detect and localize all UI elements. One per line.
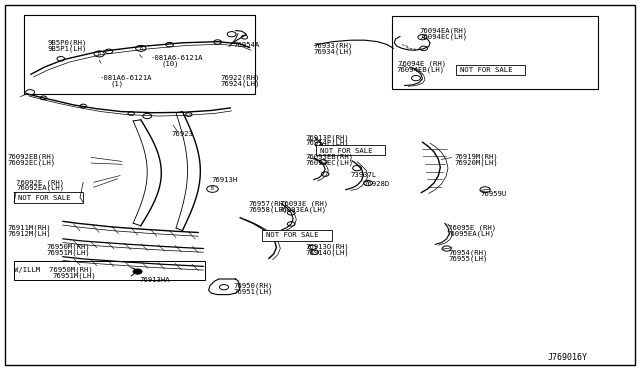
Text: 76959U: 76959U [480,191,506,197]
Bar [316,145,385,155]
Text: 9B5P0(RH): 9B5P0(RH) [48,39,88,46]
Text: 76912M(LH): 76912M(LH) [8,230,51,237]
Text: B: B [98,51,100,57]
Text: 76955(LH): 76955(LH) [448,256,488,262]
Text: 76094EC(LH): 76094EC(LH) [419,33,467,40]
Text: 76924(LH): 76924(LH) [221,80,260,87]
Text: 76093E (RH): 76093E (RH) [280,200,328,207]
Bar [14,261,205,280]
Text: 76092EB(RH): 76092EB(RH) [8,154,56,160]
Text: 76914P(LH): 76914P(LH) [306,140,349,147]
Bar [392,16,598,89]
Text: 76958(LH): 76958(LH) [248,206,288,213]
Text: B: B [211,186,214,192]
Text: 76928D: 76928D [364,181,390,187]
Text: 76923: 76923 [172,131,193,137]
Bar [456,65,525,75]
Text: 76950(RH): 76950(RH) [234,282,273,289]
Text: 76092E (RH): 76092E (RH) [16,179,64,186]
Text: 76093EB(RH): 76093EB(RH) [306,154,354,160]
Text: 76092EC(LH): 76092EC(LH) [8,160,56,166]
Text: 76911M(RH): 76911M(RH) [8,224,51,231]
Text: NOT FOR SALE: NOT FOR SALE [460,67,512,73]
Text: NOT FOR SALE: NOT FOR SALE [266,232,318,238]
Text: 76933(RH): 76933(RH) [314,42,353,49]
Text: J769016Y: J769016Y [547,353,588,362]
Text: 76914O(LH): 76914O(LH) [306,249,349,256]
Text: W/ILLM  76950M(RH): W/ILLM 76950M(RH) [14,267,93,273]
Text: 76093EC(LH): 76093EC(LH) [306,160,354,166]
Text: ·081A6-6121A: ·081A6-6121A [99,75,152,81]
Text: NOT FOR SALE: NOT FOR SALE [320,148,372,154]
Text: 76950M(RH): 76950M(RH) [46,243,90,250]
Circle shape [133,269,142,274]
Text: 76093EA(LH): 76093EA(LH) [278,206,326,213]
Text: NOT FOR SALE: NOT FOR SALE [18,195,70,201]
Text: 76954(RH): 76954(RH) [448,250,488,256]
Text: (10): (10) [162,61,179,67]
Text: 76954A: 76954A [234,42,260,48]
Text: 73937L: 73937L [351,172,377,178]
Text: 76913HA: 76913HA [140,277,170,283]
Text: 76095E (RH): 76095E (RH) [448,224,496,231]
Text: 76913H: 76913H [211,177,237,183]
Text: 9B5P1(LH): 9B5P1(LH) [48,46,88,52]
Text: B: B [140,46,142,51]
Bar [24,15,255,94]
Text: 76920M(LH): 76920M(LH) [454,160,498,166]
Text: 76094EA(RH): 76094EA(RH) [419,27,467,34]
Text: 76951M(LH): 76951M(LH) [52,273,96,279]
Text: 76934(LH): 76934(LH) [314,48,353,55]
Bar [262,230,332,241]
Text: 76919M(RH): 76919M(RH) [454,154,498,160]
Text: 76094E (RH): 76094E (RH) [398,61,446,67]
Text: 76092EA(LH): 76092EA(LH) [16,185,64,192]
Text: 76913P(RH): 76913P(RH) [306,134,349,141]
Text: ·081A6-6121A: ·081A6-6121A [150,55,203,61]
Text: 76095EA(LH): 76095EA(LH) [446,230,494,237]
Text: 76922(RH): 76922(RH) [221,75,260,81]
Text: 76951M(LH): 76951M(LH) [46,249,90,256]
Text: (1): (1) [111,80,124,87]
Text: 76951(LH): 76951(LH) [234,288,273,295]
Bar [14,192,83,203]
Text: 76957(RH): 76957(RH) [248,200,288,207]
Text: 76094EB(LH): 76094EB(LH) [396,67,444,73]
Text: 76913O(RH): 76913O(RH) [306,243,349,250]
